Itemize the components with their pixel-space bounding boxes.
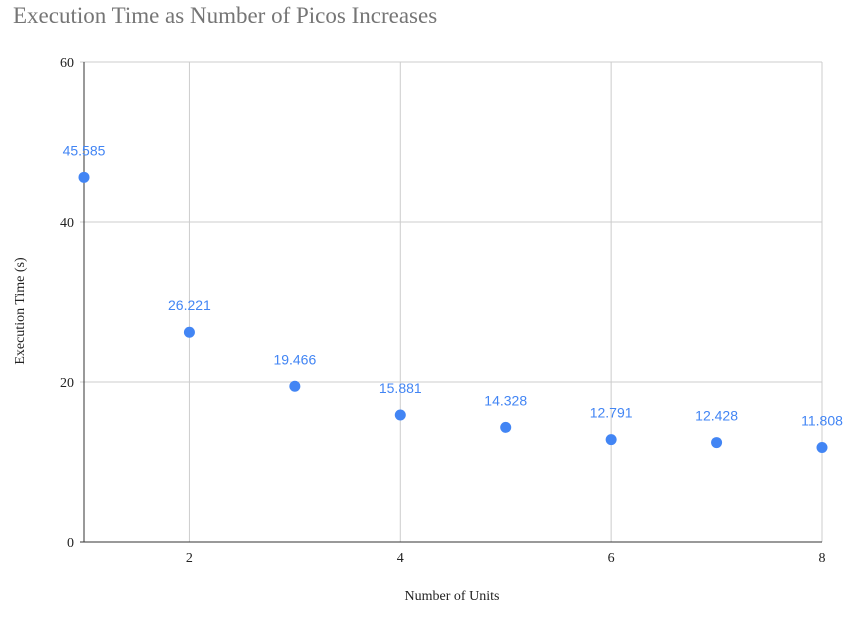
data-label: 12.791 [590,405,633,421]
y-tick-label: 0 [67,536,74,551]
data-label: 11.808 [801,413,843,429]
x-axis-title: Number of Units [405,589,500,604]
x-tick-label: 2 [186,551,193,566]
data-point [183,326,195,338]
data-point [605,434,617,446]
data-point [289,380,301,392]
x-tick-label: 4 [397,551,404,566]
data-point [500,421,512,433]
x-tick-label: 8 [819,551,826,566]
x-tick-label: 6 [608,551,615,566]
data-labels: 45.585 26.221 19.466 15.881 14.328 12.791 12.4… [63,142,844,428]
data-points [78,171,828,454]
data-label: 12.428 [695,408,738,424]
data-label: 45.585 [63,142,106,158]
data-label: 14.328 [484,392,527,408]
data-point [816,442,828,454]
y-tick-label: 40 [60,216,74,231]
data-label: 15.881 [379,380,422,396]
y-axis-title: Execution Time (s) [13,257,28,365]
data-point [711,437,723,449]
data-label: 26.221 [168,297,211,313]
data-point [394,409,406,421]
data-point [78,171,90,183]
grid-lines [80,61,823,542]
tick-labels: 0 20 40 60 2 4 6 8 [60,56,826,566]
chart-title: Execution Time as Number of Picos Increa… [13,3,438,28]
y-tick-label: 20 [60,376,74,391]
data-label: 19.466 [273,351,316,367]
y-tick-label: 60 [60,56,74,71]
axes [80,62,822,543]
